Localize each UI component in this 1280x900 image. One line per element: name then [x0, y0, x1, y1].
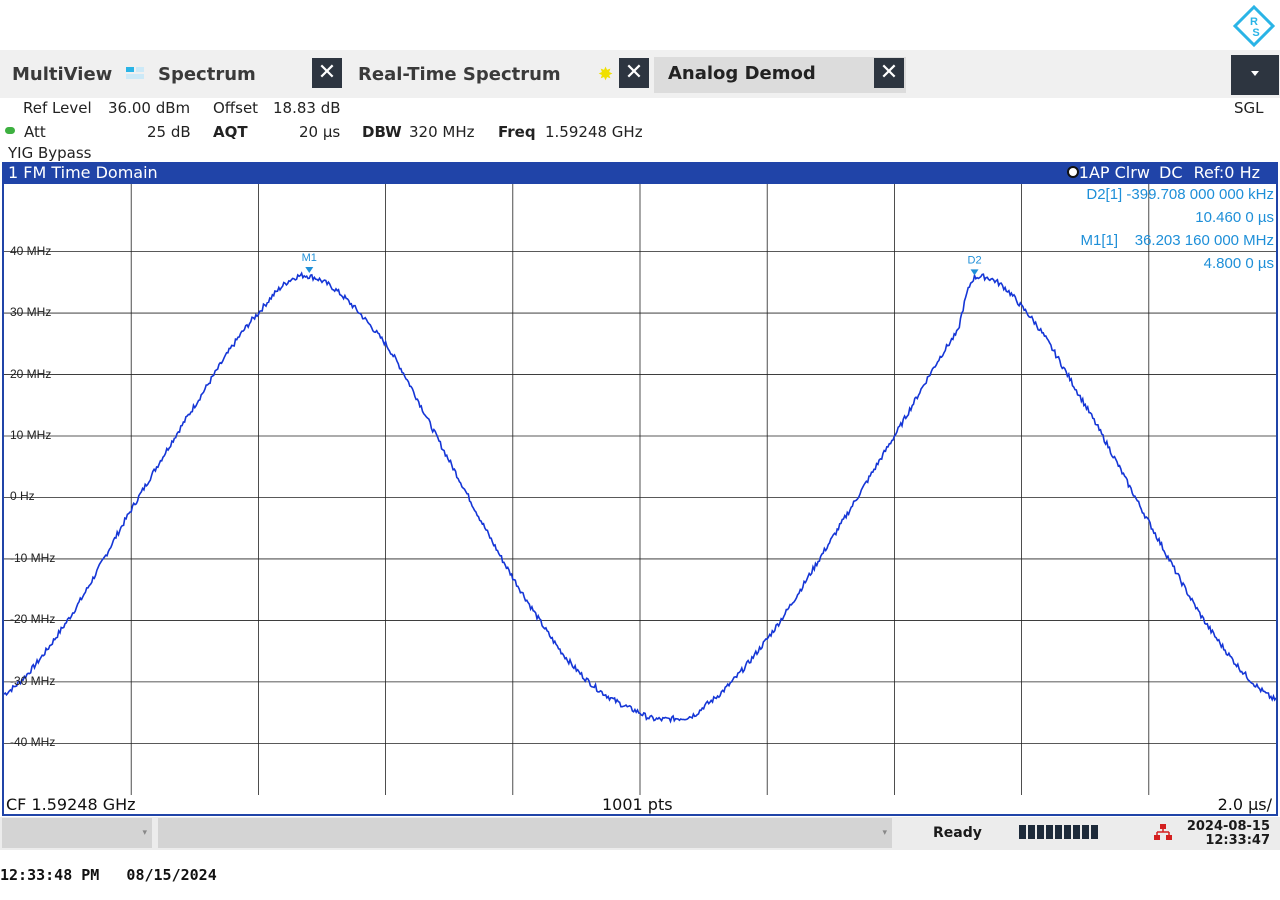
y-tick-label: 30 MHz	[10, 305, 52, 320]
chevron-down-icon: ▾	[882, 828, 887, 838]
network-icon	[1153, 823, 1173, 845]
status-date: 2024-08-15	[1186, 819, 1270, 834]
multiview-icon	[126, 67, 144, 79]
rohde-schwarz-logo: R S	[1232, 4, 1276, 48]
close-real-time-spectrum-tab-icon[interactable]: ✕	[619, 58, 649, 88]
time-per-division: 2.0 µs/	[1217, 795, 1272, 814]
diagram-header[interactable]: 1 FM Time Domain 1AP Clrw DC Ref:0 Hz	[2, 162, 1278, 182]
status-ready: Ready	[933, 825, 982, 841]
att-value[interactable]: 25 dB	[147, 123, 191, 141]
trace-info-coupling: DC	[1159, 163, 1183, 182]
fm-time-domain-plot[interactable]: M1 D2	[4, 184, 1276, 795]
progress-indicator	[1019, 825, 1099, 839]
marker-m1-value[interactable]: M1[1] 36.203 160 000 MHz	[1080, 232, 1274, 249]
trace-info-mode: 1AP Clrw	[1078, 163, 1150, 182]
close-spectrum-tab-icon[interactable]: ✕	[312, 58, 342, 88]
offset-label: Offset	[213, 99, 259, 117]
tab-spectrum-label: Spectrum	[158, 64, 256, 85]
dropdown-menu-button[interactable]	[1231, 55, 1279, 95]
aqt-value[interactable]: 20 µs	[299, 123, 341, 141]
status-datetime: 2024-08-15 12:33:47	[1186, 820, 1270, 848]
tab-analog-demod[interactable]: Analog Demod	[654, 57, 906, 93]
y-tick-label: -10 MHz	[10, 550, 56, 565]
yig-bypass-label: YIG Bypass	[8, 144, 92, 162]
y-tick-label: -40 MHz	[10, 735, 56, 750]
tab-analog-demod-label: Analog Demod	[668, 63, 816, 84]
trace-info-ref-label: Ref:	[1193, 163, 1225, 182]
y-tick-label: -20 MHz	[10, 612, 56, 627]
tab-real-time-spectrum-label: Real-Time Spectrum	[358, 64, 561, 85]
trace-info: 1AP Clrw DC Ref:0 Hz	[1066, 163, 1260, 182]
tab-real-time-spectrum[interactable]: Real-Time Spectrum	[358, 64, 561, 85]
chevron-down-icon	[1251, 71, 1259, 76]
y-tick-label: 40 MHz	[10, 243, 52, 258]
svg-text:R: R	[1250, 16, 1258, 28]
sweep-mode-label: SGL	[1234, 99, 1264, 117]
marker-d2-value[interactable]: D2[1] -399.708 000 000 kHz	[1086, 186, 1274, 203]
marker-m1-symbol[interactable]	[305, 266, 314, 273]
status-time: 12:33:47	[1205, 833, 1270, 848]
att-label: Att	[24, 123, 46, 141]
y-tick-label: 0 Hz	[10, 489, 35, 504]
activity-star-icon: ✸	[598, 64, 614, 85]
marker-d2-time[interactable]: 10.460 0 µs	[1195, 209, 1274, 226]
ref-level-value[interactable]: 36.00 dBm	[108, 99, 191, 117]
status-field-1[interactable]: ▾	[2, 818, 152, 848]
chevron-down-icon: ▾	[142, 828, 147, 838]
diagram-title: 1 FM Time Domain	[8, 163, 158, 182]
close-analog-demod-tab-icon[interactable]: ✕	[874, 58, 904, 88]
sweep-points: 1001 pts	[602, 795, 673, 814]
offset-value[interactable]: 18.83 dB	[273, 99, 341, 117]
diagram-footer: CF 1.59248 GHz 1001 pts 2.0 µs/	[4, 795, 1276, 814]
marker-m1-label[interactable]: M1	[302, 252, 317, 264]
fm-trace-line	[4, 271, 1276, 724]
tab-spectrum[interactable]: Spectrum	[158, 64, 256, 85]
tab-bar: MultiView Spectrum ✕ Real-Time Spectrum …	[0, 50, 1280, 98]
y-tick-label: -30 MHz	[10, 673, 56, 688]
aqt-label: AQT	[213, 123, 248, 141]
screenshot-timestamp: 12:33:48 PM 08/15/2024	[0, 866, 217, 884]
dbw-label: DBW	[362, 123, 402, 141]
center-frequency: CF 1.59248 GHz	[6, 795, 136, 814]
trace-layer	[4, 271, 1276, 724]
marker-m1-time[interactable]: 4.800 0 µs	[1203, 255, 1274, 272]
trace-info-ref-value: 0 Hz	[1224, 163, 1260, 182]
status-bar: ▾ ▾ Ready 2024-08-15 12:33:47	[0, 817, 1280, 850]
y-tick-label: 20 MHz	[10, 366, 52, 381]
freq-label: Freq	[498, 123, 536, 141]
plot-frame	[2, 182, 1278, 816]
marker-layer: M1 D2	[302, 252, 982, 276]
marker-d2-label[interactable]: D2	[968, 254, 982, 266]
dbw-value[interactable]: 320 MHz	[409, 123, 475, 141]
att-status-icon	[5, 127, 15, 134]
marker-d2-symbol[interactable]	[970, 269, 979, 276]
freq-value[interactable]: 1.59248 GHz	[545, 123, 643, 141]
status-field-2[interactable]: ▾	[158, 818, 892, 848]
ref-level-label: Ref Level	[23, 99, 92, 117]
tab-multiview[interactable]: MultiView	[12, 64, 112, 85]
trace-indicator-icon	[1066, 166, 1079, 178]
tab-multiview-label: MultiView	[12, 64, 113, 85]
grid	[4, 184, 1276, 795]
svg-text:S: S	[1252, 27, 1259, 39]
y-tick-label: 10 MHz	[10, 428, 52, 443]
